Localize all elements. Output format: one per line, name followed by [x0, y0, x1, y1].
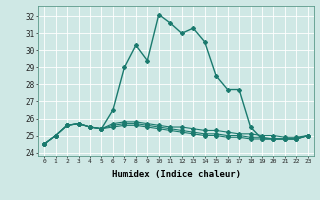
X-axis label: Humidex (Indice chaleur): Humidex (Indice chaleur)	[111, 170, 241, 179]
